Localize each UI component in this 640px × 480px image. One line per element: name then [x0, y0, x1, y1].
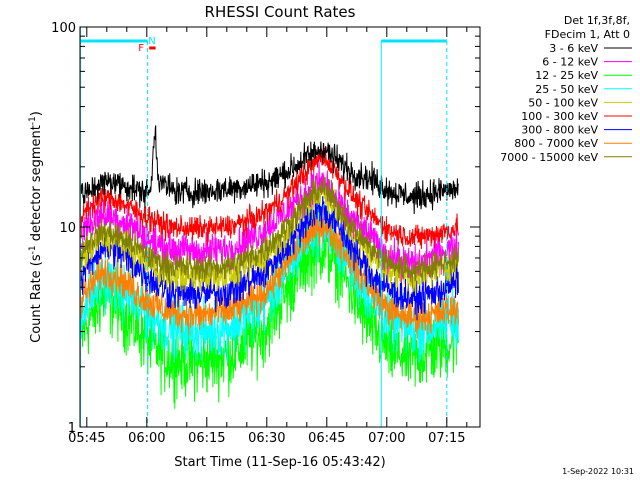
series-line-0 [80, 125, 459, 215]
x-axis: 05:45 06:00 06:15 06:30 06:45 07:00 07:15 [68, 27, 468, 446]
flag-n-label: N [148, 36, 155, 47]
legend: Det 1f,3f,8f, FDecim 1, Att 0 3 - 6 keV6… [500, 14, 632, 164]
flag-f-label: F [138, 43, 144, 54]
x-axis-label: Start Time (11-Sep-16 05:43:42) [174, 455, 385, 470]
y-axis: 1 10 100 [51, 21, 480, 436]
legend-label-3: 25 - 50 keV [535, 83, 598, 96]
x-tick-label-5: 07:00 [368, 431, 405, 446]
x-tick-label-6: 07:15 [428, 431, 465, 446]
timestamp: 1-Sep-2022 10:31 [562, 467, 634, 476]
legend-label-6: 300 - 800 keV [521, 124, 598, 137]
y-tick-label-1: 10 [59, 221, 76, 236]
series-line-8 [80, 175, 459, 289]
series-line-2 [80, 213, 459, 409]
x-tick-label-2: 06:15 [188, 431, 225, 446]
x-tick-label-4: 06:45 [308, 431, 345, 446]
x-tick-label-0: 05:45 [68, 431, 105, 446]
x-tick-label-1: 06:00 [128, 431, 165, 446]
legend-header-2: FDecim 1, Att 0 [545, 28, 630, 41]
y-axis-label: Count Rate (s-1 detector segment-1) [28, 111, 44, 343]
series-line-7 [80, 210, 459, 339]
legend-header-1: Det 1f,3f,8f, [564, 14, 630, 27]
series-line-6 [80, 196, 459, 321]
legend-label-2: 12 - 25 keV [535, 69, 598, 82]
legend-label-5: 100 - 300 keV [521, 110, 598, 123]
chart-title: RHESSI Count Rates [205, 3, 356, 21]
series-line-1 [80, 162, 459, 283]
y-tick-label-2: 100 [51, 21, 76, 36]
series-layer [80, 125, 459, 409]
legend-label-4: 50 - 100 keV [528, 96, 598, 109]
x-tick-label-3: 06:30 [248, 431, 285, 446]
legend-label-0: 3 - 6 keV [549, 42, 598, 55]
series-line-5 [80, 143, 459, 250]
legend-label-8: 7000 - 15000 keV [500, 151, 598, 164]
legend-label-1: 6 - 12 keV [542, 56, 598, 69]
y-tick-label-0: 1 [68, 421, 76, 436]
legend-label-7: 800 - 7000 keV [514, 137, 598, 150]
